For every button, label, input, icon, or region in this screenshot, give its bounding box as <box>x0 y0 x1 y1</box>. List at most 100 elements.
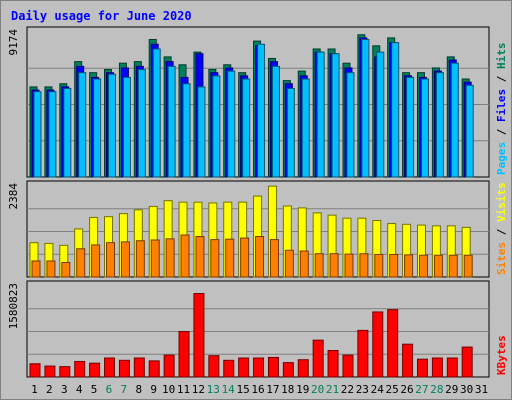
bar-pages <box>227 70 236 178</box>
bar-pages <box>301 78 310 178</box>
bar-kbytes <box>208 355 220 378</box>
x-tick-label: 3 <box>61 383 68 396</box>
bar-sites <box>76 248 86 278</box>
bar-sites <box>344 253 354 278</box>
x-tick-label: 8 <box>135 383 142 396</box>
bar-kbytes <box>104 357 116 378</box>
bar-pages <box>167 65 176 178</box>
bar-sites <box>31 260 41 278</box>
bar-pages <box>361 38 370 178</box>
legend: Sites / Visits <box>495 182 508 275</box>
bar-sites <box>389 253 399 278</box>
bar-pages <box>212 75 221 178</box>
bar-sites <box>329 253 339 278</box>
bar-kbytes <box>402 343 414 378</box>
bar-pages <box>78 72 87 178</box>
bar-pages <box>93 78 102 178</box>
legend-entry-hits: Hits <box>495 43 508 70</box>
legend-entry-pages: Pages <box>495 142 508 175</box>
x-tick-label: 2 <box>46 383 53 396</box>
bar-kbytes <box>387 309 399 378</box>
bar-kbytes <box>193 293 205 378</box>
bar-kbytes <box>342 354 354 378</box>
bar-pages <box>108 73 117 178</box>
y-max-label: 1580823 <box>7 283 20 329</box>
bar-kbytes <box>312 339 324 378</box>
bar-pages <box>63 87 72 178</box>
bar-kbytes <box>223 359 235 378</box>
legend-entry-kbytes: KBytes <box>495 335 508 375</box>
bar-sites <box>284 249 294 278</box>
bar-pages <box>391 42 400 178</box>
bar-pages <box>316 51 325 178</box>
bar-pages <box>122 76 131 178</box>
x-tick-label: 4 <box>76 383 83 396</box>
x-tick-label: 24 <box>371 383 385 396</box>
x-tick-label: 26 <box>400 383 413 396</box>
bar-sites <box>374 253 384 278</box>
x-tick-label: 31 <box>475 383 488 396</box>
bar-kbytes <box>372 311 384 378</box>
bar-pages <box>465 84 474 178</box>
legend-entry-visits: Visits <box>495 182 508 222</box>
x-tick-label: 9 <box>150 383 157 396</box>
x-tick-label: 23 <box>356 383 369 396</box>
bar-pages <box>376 51 385 178</box>
bar-sites <box>165 238 175 278</box>
bar-kbytes <box>89 362 101 378</box>
bar-pages <box>406 76 415 178</box>
bar-sites <box>210 239 220 278</box>
bar-kbytes <box>133 357 145 378</box>
bar-sites <box>418 254 428 278</box>
bar-kbytes <box>74 360 86 378</box>
x-tick-label: 14 <box>222 383 236 396</box>
x-tick-label: 1 <box>31 383 38 396</box>
bar-pages <box>331 53 340 178</box>
bar-sites <box>225 238 235 278</box>
bar-pages <box>242 78 251 178</box>
bar-sites <box>359 253 369 278</box>
bar-kbytes <box>148 360 160 378</box>
bar-sites <box>150 239 160 278</box>
bar-sites <box>314 253 324 278</box>
x-tick-label: 19 <box>296 383 309 396</box>
x-tick-label: 13 <box>207 383 220 396</box>
bar-kbytes <box>327 350 339 378</box>
x-tick-label: 17 <box>266 383 279 396</box>
bar-kbytes <box>59 366 71 378</box>
x-tick-label: 16 <box>251 383 264 396</box>
bar-sites <box>463 254 473 278</box>
x-tick-label: 10 <box>162 383 175 396</box>
bar-kbytes <box>267 356 279 378</box>
bar-kbytes <box>416 358 428 378</box>
x-tick-label: 12 <box>192 383 205 396</box>
legend-separator: / <box>495 69 508 89</box>
bar-sites <box>240 237 250 278</box>
bar-sites <box>195 236 205 278</box>
legend: Pages / Files / Hits <box>495 43 508 176</box>
bar-pages <box>152 48 161 178</box>
bar-kbytes <box>297 359 309 378</box>
bar-kbytes <box>431 357 443 378</box>
bar-sites <box>433 254 443 278</box>
bar-kbytes <box>253 357 265 378</box>
bar-sites <box>255 236 265 278</box>
legend-separator: / <box>495 222 508 242</box>
x-tick-label: 22 <box>341 383 354 396</box>
bar-sites <box>404 254 414 278</box>
bar-sites <box>180 234 190 278</box>
bar-kbytes <box>178 331 190 378</box>
x-tick-label: 5 <box>91 383 98 396</box>
bar-kbytes <box>357 329 369 378</box>
bar-pages <box>450 62 459 178</box>
bar-sites <box>448 254 458 278</box>
bar-pages <box>271 65 280 178</box>
bar-pages <box>420 78 429 178</box>
bar-kbytes <box>461 346 473 378</box>
bar-pages <box>48 91 57 178</box>
bar-sites <box>135 240 145 278</box>
bar-sites <box>106 242 116 278</box>
x-tick-label: 18 <box>281 383 294 396</box>
